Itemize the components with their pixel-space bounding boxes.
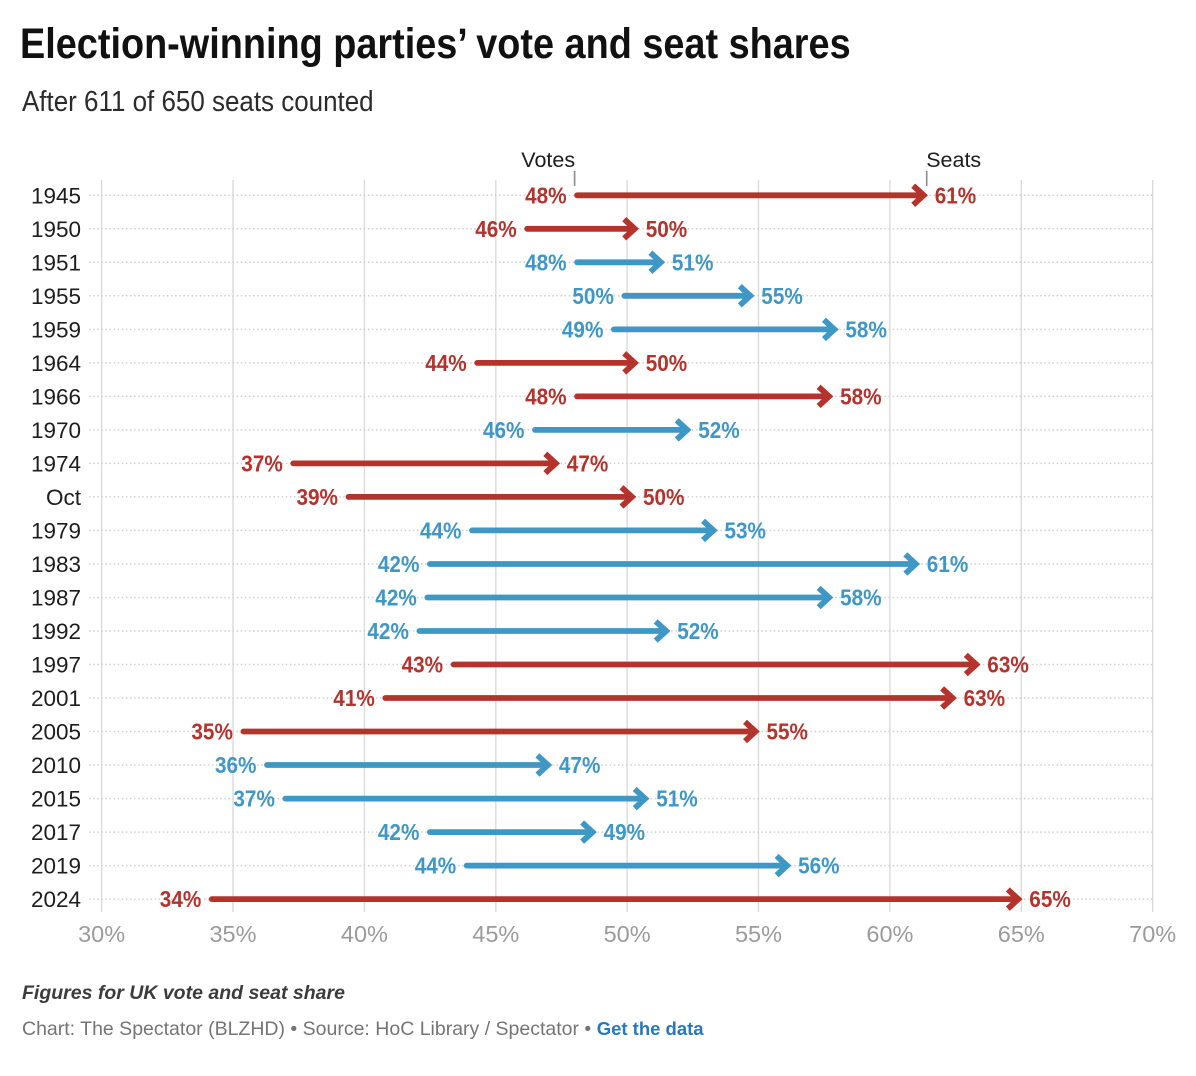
- svg-text:49%: 49%: [604, 819, 646, 845]
- svg-text:63%: 63%: [987, 652, 1029, 678]
- svg-text:47%: 47%: [559, 752, 601, 778]
- svg-text:37%: 37%: [233, 786, 275, 812]
- svg-text:70%: 70%: [1129, 921, 1176, 947]
- svg-text:1979: 1979: [31, 518, 81, 543]
- svg-text:42%: 42%: [375, 585, 417, 611]
- svg-text:58%: 58%: [840, 383, 882, 409]
- svg-text:65%: 65%: [998, 921, 1045, 947]
- svg-text:53%: 53%: [725, 517, 767, 543]
- svg-text:50%: 50%: [572, 283, 614, 309]
- svg-text:2010: 2010: [31, 753, 81, 778]
- svg-text:58%: 58%: [840, 585, 882, 611]
- svg-text:1992: 1992: [31, 619, 81, 644]
- svg-text:42%: 42%: [378, 551, 420, 577]
- svg-text:51%: 51%: [656, 786, 698, 812]
- svg-text:37%: 37%: [241, 450, 283, 476]
- svg-text:44%: 44%: [425, 350, 467, 376]
- svg-text:1987: 1987: [31, 586, 81, 611]
- svg-text:35%: 35%: [209, 921, 256, 947]
- svg-text:48%: 48%: [525, 182, 567, 208]
- svg-text:42%: 42%: [367, 618, 409, 644]
- svg-text:36%: 36%: [215, 752, 257, 778]
- svg-text:55%: 55%: [735, 921, 782, 947]
- svg-text:30%: 30%: [78, 921, 125, 947]
- svg-text:50%: 50%: [646, 350, 688, 376]
- svg-text:46%: 46%: [483, 417, 525, 443]
- svg-text:Oct: Oct: [46, 485, 82, 510]
- svg-text:2017: 2017: [31, 820, 81, 845]
- svg-text:47%: 47%: [567, 450, 609, 476]
- svg-text:1997: 1997: [31, 653, 81, 678]
- svg-text:50%: 50%: [604, 921, 651, 947]
- svg-text:1970: 1970: [31, 418, 81, 443]
- svg-text:51%: 51%: [672, 249, 714, 275]
- svg-text:Seats: Seats: [926, 148, 981, 172]
- svg-text:48%: 48%: [525, 383, 567, 409]
- svg-text:2024: 2024: [31, 887, 81, 912]
- svg-text:35%: 35%: [191, 719, 233, 745]
- svg-text:40%: 40%: [341, 921, 388, 947]
- svg-text:1951: 1951: [31, 250, 81, 275]
- svg-text:2015: 2015: [31, 787, 81, 812]
- svg-text:1945: 1945: [31, 183, 81, 208]
- svg-text:1974: 1974: [31, 451, 81, 476]
- svg-text:55%: 55%: [761, 283, 803, 309]
- svg-text:2001: 2001: [31, 686, 81, 711]
- svg-text:34%: 34%: [160, 886, 202, 912]
- svg-text:43%: 43%: [402, 652, 444, 678]
- svg-text:1966: 1966: [31, 384, 81, 409]
- svg-text:50%: 50%: [643, 484, 685, 510]
- svg-text:61%: 61%: [927, 551, 969, 577]
- svg-text:1983: 1983: [31, 552, 81, 577]
- svg-text:44%: 44%: [415, 853, 457, 879]
- svg-text:55%: 55%: [767, 719, 809, 745]
- svg-text:46%: 46%: [475, 216, 517, 242]
- svg-text:1964: 1964: [31, 351, 81, 376]
- svg-text:63%: 63%: [964, 685, 1006, 711]
- svg-text:44%: 44%: [420, 517, 462, 543]
- svg-text:41%: 41%: [333, 685, 375, 711]
- svg-text:2005: 2005: [31, 720, 81, 745]
- svg-text:48%: 48%: [525, 249, 567, 275]
- svg-text:Votes: Votes: [521, 148, 575, 172]
- svg-text:2019: 2019: [31, 854, 81, 879]
- svg-text:1959: 1959: [31, 317, 81, 342]
- svg-text:39%: 39%: [297, 484, 339, 510]
- svg-text:42%: 42%: [378, 819, 420, 845]
- svg-text:1950: 1950: [31, 217, 81, 242]
- svg-text:50%: 50%: [646, 216, 688, 242]
- svg-text:61%: 61%: [935, 182, 977, 208]
- svg-text:52%: 52%: [677, 618, 719, 644]
- svg-text:65%: 65%: [1029, 886, 1071, 912]
- svg-text:60%: 60%: [866, 921, 913, 947]
- svg-text:1955: 1955: [31, 284, 81, 309]
- svg-text:45%: 45%: [472, 921, 519, 947]
- svg-text:52%: 52%: [698, 417, 740, 443]
- svg-text:56%: 56%: [798, 853, 840, 879]
- svg-text:58%: 58%: [845, 316, 887, 342]
- svg-text:49%: 49%: [562, 316, 604, 342]
